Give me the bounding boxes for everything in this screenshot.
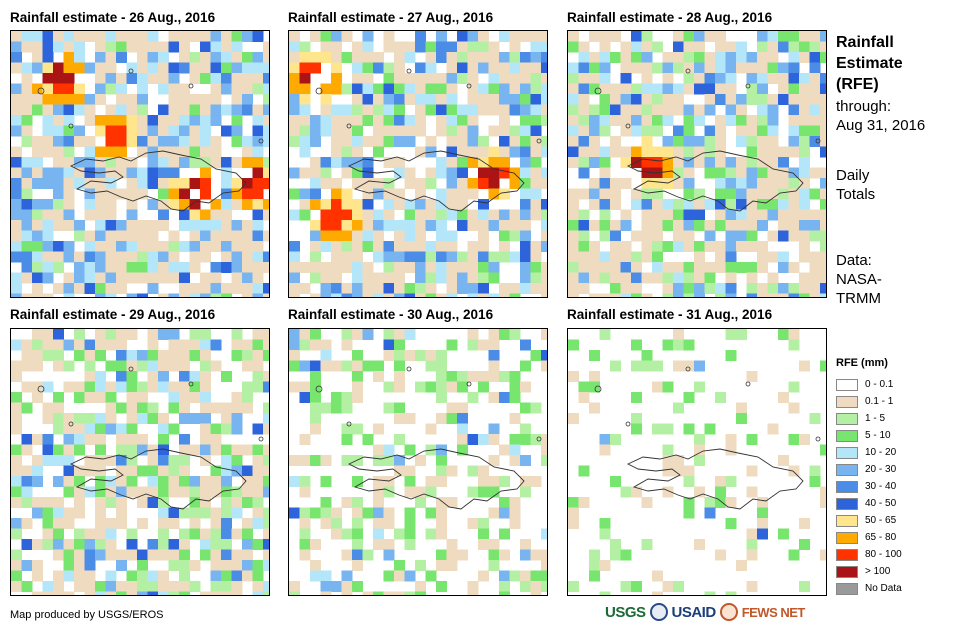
- legend-label: 1 - 5: [865, 413, 886, 424]
- sidebar-through: through: Aug 31, 2016: [836, 98, 926, 134]
- sidebar-data-source: Data: NASA- TRMM: [836, 252, 882, 307]
- globe-icon: [719, 603, 738, 621]
- map-panel-27: [288, 30, 548, 298]
- legend-swatch: [836, 514, 858, 527]
- legend-swatch: [836, 548, 858, 561]
- legend-label: 40 - 50: [865, 498, 897, 509]
- legend-item: 30 - 40: [836, 478, 902, 495]
- map-panel-26: [10, 30, 270, 298]
- legend-label: 10 - 20: [865, 447, 897, 458]
- island-outline: [626, 448, 804, 510]
- panel-title-31: Rainfall estimate - 31 Aug., 2016: [567, 307, 773, 322]
- legend-label: > 100: [865, 566, 891, 577]
- legend-item: 65 - 80: [836, 529, 902, 546]
- legend-label: No Data: [865, 583, 902, 594]
- island-outline: [69, 448, 247, 510]
- usaid-logo: USAID: [671, 603, 717, 621]
- fewsnet-logo: FEWS NET: [741, 604, 806, 620]
- legend-swatch: [836, 531, 858, 544]
- legend-item: 5 - 10: [836, 427, 902, 444]
- footer-credit: Map produced by USGS/EROS: [10, 609, 164, 621]
- legend-swatch: [836, 395, 858, 408]
- panel-title-26: Rainfall estimate - 26 Aug., 2016: [10, 10, 216, 25]
- sidebar-title: Rainfall Estimate (RFE): [836, 34, 903, 93]
- legend-item: 10 - 20: [836, 444, 902, 461]
- legend-label: 5 - 10: [865, 430, 891, 441]
- panel-title-29: Rainfall estimate - 29 Aug., 2016: [10, 307, 216, 322]
- legend-item: 40 - 50: [836, 495, 902, 512]
- legend-item: 50 - 65: [836, 512, 902, 529]
- legend-item: 0 - 0.1: [836, 376, 902, 393]
- legend-swatch: [836, 480, 858, 493]
- legend-swatch: [836, 497, 858, 510]
- legend-label: 80 - 100: [865, 549, 902, 560]
- legend-item: 80 - 100: [836, 546, 902, 563]
- legend-item: 0.1 - 1: [836, 393, 902, 410]
- legend-label: 20 - 30: [865, 464, 897, 475]
- legend-title: RFE (mm): [836, 357, 888, 369]
- map-panel-31: [567, 328, 827, 596]
- legend-swatch: [836, 429, 858, 442]
- legend-label: 50 - 65: [865, 515, 897, 526]
- panel-title-28: Rainfall estimate - 28 Aug., 2016: [567, 10, 773, 25]
- legend-item: 1 - 5: [836, 410, 902, 427]
- sidebar-daily-totals: Daily Totals: [836, 167, 876, 203]
- island-outline: [347, 150, 525, 212]
- map-panel-29: [10, 328, 270, 596]
- legend-item: 20 - 30: [836, 461, 902, 478]
- legend-swatch: [836, 378, 858, 391]
- island-outline: [347, 448, 525, 510]
- panel-title-27: Rainfall estimate - 27 Aug., 2016: [288, 10, 494, 25]
- panel-title-30: Rainfall estimate - 30 Aug., 2016: [288, 307, 494, 322]
- usgs-logo: USGS: [605, 603, 646, 621]
- map-panel-28: [567, 30, 827, 298]
- legend-swatch: [836, 446, 858, 459]
- legend-swatch: [836, 582, 858, 595]
- legend-label: 65 - 80: [865, 532, 897, 543]
- legend: 0 - 0.1 0.1 - 1 1 - 5 5 - 10 10 - 20 20 - 30 3…: [836, 376, 902, 597]
- legend-swatch: [836, 565, 858, 578]
- island-outline: [626, 150, 804, 212]
- map-panel-30: [288, 328, 548, 596]
- seal-icon: [649, 603, 668, 621]
- legend-item: No Data: [836, 580, 902, 597]
- island-outline: [69, 150, 247, 212]
- legend-label: 0.1 - 1: [865, 396, 894, 407]
- legend-label: 30 - 40: [865, 481, 897, 492]
- logo-strip: USGS USAID FEWS NET: [605, 603, 805, 621]
- legend-label: 0 - 0.1: [865, 379, 894, 390]
- legend-item: > 100: [836, 563, 902, 580]
- legend-swatch: [836, 463, 858, 476]
- legend-swatch: [836, 412, 858, 425]
